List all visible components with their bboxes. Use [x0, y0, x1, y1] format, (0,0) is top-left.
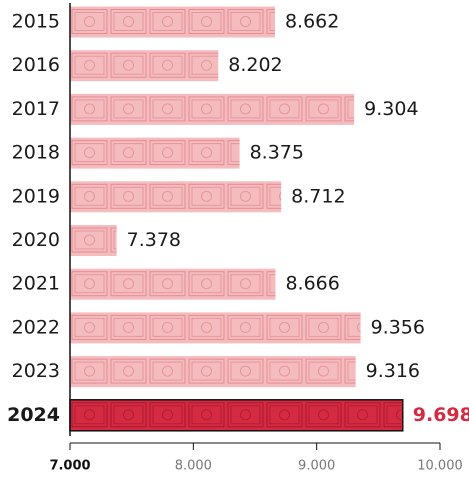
x-tick-label: 10.000 — [417, 459, 463, 474]
category-label: 2024 — [7, 404, 60, 426]
category-label: 2017 — [12, 98, 60, 120]
category-label: 2019 — [12, 185, 60, 207]
value-label: 8.375 — [250, 142, 304, 164]
bar-pattern — [70, 268, 276, 300]
bar-pattern — [70, 50, 219, 82]
value-label: 9.698 — [413, 404, 469, 426]
value-label: 9.316 — [366, 360, 420, 382]
bar-pattern — [70, 225, 117, 256]
x-tick-label: 8.000 — [175, 459, 212, 474]
category-label: 2018 — [12, 142, 60, 164]
value-label: 9.304 — [364, 98, 418, 120]
bar-pattern — [70, 356, 356, 388]
value-label: 7.378 — [127, 229, 181, 251]
category-label: 2015 — [12, 11, 60, 33]
bar-pattern — [70, 137, 240, 169]
category-label: 2016 — [12, 54, 60, 76]
bar-pattern — [70, 93, 355, 125]
x-tick-label: 7.000 — [49, 459, 90, 474]
value-label: 9.356 — [371, 316, 425, 338]
value-label: 8.662 — [285, 11, 339, 33]
bar-pattern — [70, 6, 275, 38]
category-label: 2022 — [12, 316, 60, 338]
bar-pattern — [70, 181, 282, 213]
category-label: 2023 — [12, 360, 60, 382]
category-label: 2021 — [12, 273, 60, 295]
x-tick-label: 9.000 — [298, 459, 335, 474]
value-label: 8.666 — [285, 273, 339, 295]
bar-pattern — [70, 399, 403, 431]
value-label: 8.202 — [228, 54, 282, 76]
bar-pattern — [70, 312, 361, 344]
value-label: 8.712 — [291, 185, 345, 207]
category-label: 2020 — [12, 229, 60, 251]
